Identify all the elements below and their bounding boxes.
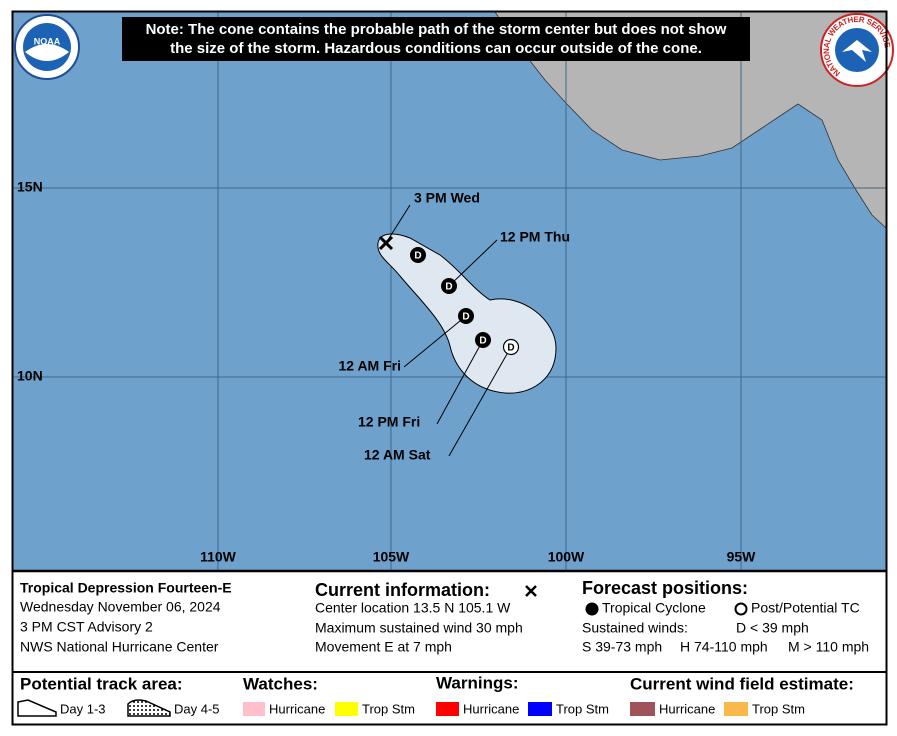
storm-advisory: 3 PM CST Advisory 2 — [20, 619, 153, 635]
lat-label: 15N — [17, 179, 43, 195]
current-line: Maximum sustained wind 30 mph — [315, 620, 523, 636]
swatch — [724, 702, 748, 716]
swatch — [436, 702, 459, 716]
cone-icon — [17, 699, 57, 717]
forecast-item: M > 110 mph — [788, 639, 869, 655]
track-label: 12 AM Sat — [364, 447, 431, 463]
storm-date: Wednesday November 06, 2024 — [20, 599, 221, 615]
legend-heading: Watches: — [243, 674, 318, 693]
current-position — [378, 235, 394, 251]
land — [494, 11, 887, 229]
track-label: 12 AM Fri — [339, 358, 402, 374]
tc-icon — [585, 602, 599, 616]
storm-source: NWS National Hurricane Center — [20, 639, 219, 655]
post-tc-icon — [734, 602, 748, 616]
point-symbol: D — [414, 251, 421, 262]
legend-heading: Warnings: — [436, 673, 518, 692]
track-label: 12 PM Thu — [500, 229, 570, 245]
forecast-points: D D D D D — [410, 247, 520, 356]
legend-item: Hurricane — [269, 701, 325, 716]
grid — [13, 12, 886, 570]
swatch — [630, 702, 655, 716]
legend-item: Day 4-5 — [174, 701, 220, 716]
note-line: the size of the storm. Hazardous conditi… — [170, 40, 702, 57]
noaa-logo: NOAA — [14, 14, 80, 80]
point-symbol: D — [479, 336, 486, 347]
swatch — [335, 702, 358, 716]
note-line: Note: The cone contains the probable pat… — [146, 21, 727, 38]
lon-label: 110W — [200, 549, 237, 565]
forecast-item: Post/Potential TC — [751, 600, 860, 616]
forecast-item: Tropical Cyclone — [602, 600, 706, 616]
track-label: 3 PM Wed — [414, 190, 480, 206]
forecast-heading: Forecast positions: — [582, 578, 748, 598]
frame — [11, 10, 888, 726]
cone-icon — [127, 699, 171, 717]
lon-label: 105W — [373, 549, 410, 565]
lon-label: 95W — [727, 549, 757, 565]
current-heading: Current information: — [315, 580, 490, 600]
logo-text: NOAA — [34, 36, 61, 46]
legend-item: Day 1-3 — [60, 701, 106, 716]
point-symbol: D — [507, 343, 514, 354]
legend-heading: Potential track area: — [20, 674, 183, 693]
storm-title: Tropical Depression Fourteen-E — [20, 580, 232, 596]
map: 15N 10N 110W 105W 100W 95W D D D D D 3 P… — [13, 11, 894, 570]
note-box — [122, 17, 750, 61]
forecast-item: H 74-110 mph — [680, 639, 768, 655]
forecast-item: D < 39 mph — [736, 620, 809, 636]
lat-label: 10N — [17, 368, 43, 384]
lon-label: 100W — [548, 549, 585, 565]
swatch — [528, 702, 552, 716]
forecast-item: S 39-73 mph — [582, 639, 662, 655]
current-icon — [525, 585, 537, 597]
legend-heading: Current wind field estimate: — [630, 674, 854, 693]
legend-item: Trop Stm — [752, 701, 805, 716]
track-label: 12 PM Fri — [358, 414, 420, 430]
point-symbol: D — [445, 282, 452, 293]
forecast-item: Sustained winds: — [582, 620, 688, 636]
legend-item: Trop Stm — [362, 701, 415, 716]
nws-logo: NATIONAL WEATHER SERVICE — [820, 13, 894, 87]
legend-item: Trop Stm — [556, 701, 609, 716]
current-line: Center location 13.5 N 105.1 W — [315, 600, 511, 616]
current-line: Movement E at 7 mph — [315, 639, 452, 655]
swatch — [243, 702, 265, 716]
leader-lines — [385, 204, 512, 457]
legend-item: Hurricane — [659, 701, 715, 716]
point-symbol: D — [462, 312, 469, 323]
legend-item: Hurricane — [463, 701, 519, 716]
